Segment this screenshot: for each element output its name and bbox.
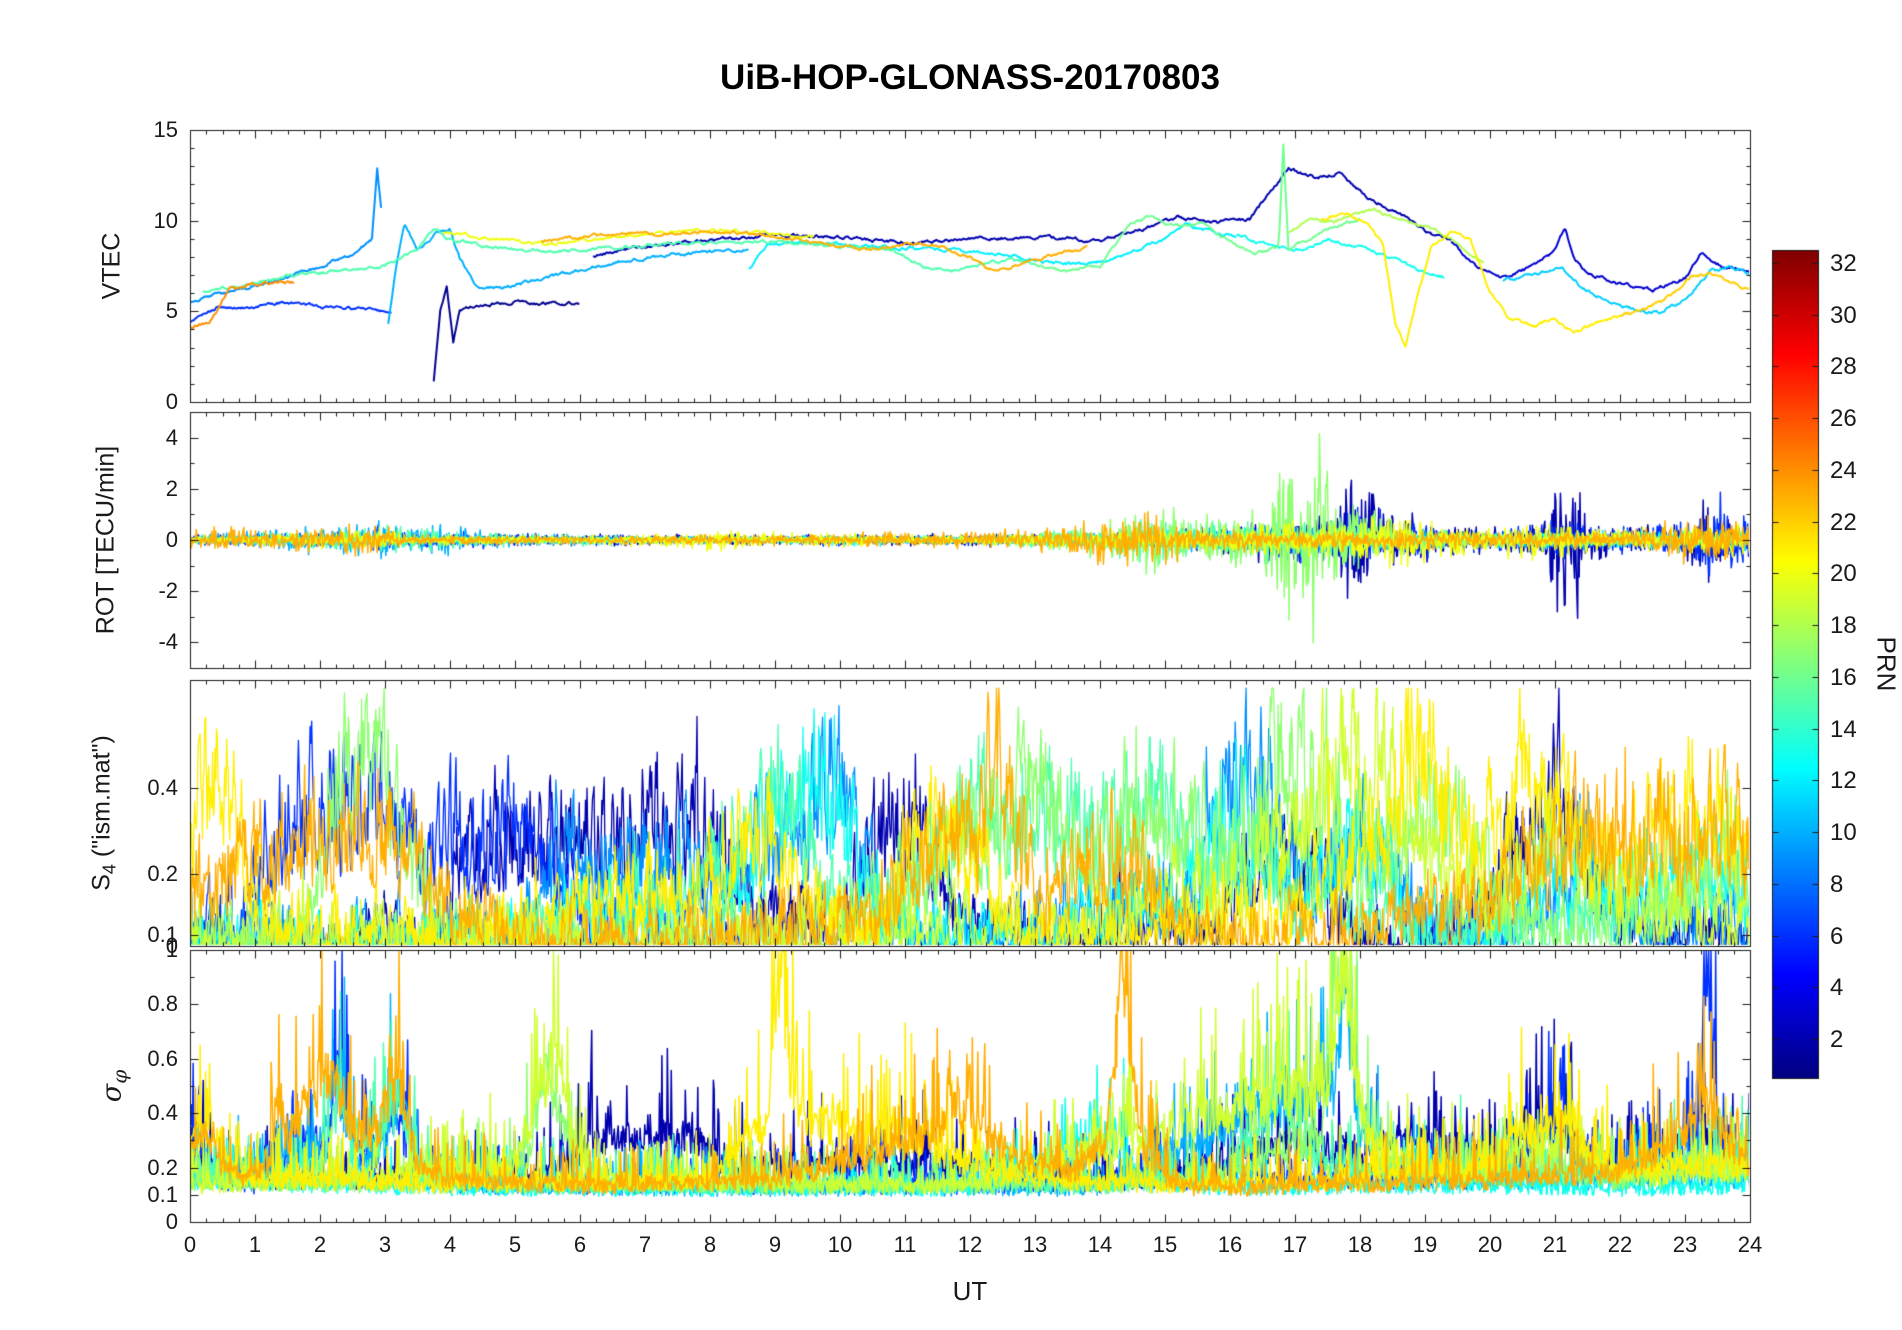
- colorbar-label: PRN: [1871, 636, 1902, 692]
- y-tick-label-vtec: 0: [165, 389, 178, 414]
- y-tick-label-s4: 0.2: [147, 860, 178, 886]
- colorbar-tick-label: 12: [1830, 767, 1857, 795]
- y-tick-label-sigma-phi: 0.8: [147, 991, 178, 1017]
- colorbar-tick-label: 26: [1830, 405, 1857, 433]
- x-tick-label: 5: [508, 1232, 522, 1257]
- y-tick-label-sigma-phi: 0.2: [147, 1154, 178, 1180]
- x-tick-label: 17: [1282, 1232, 1308, 1257]
- y-tick-label-s4: 0: [165, 933, 178, 958]
- x-tick-label: 22: [1607, 1232, 1633, 1257]
- x-tick-label: 12: [957, 1232, 983, 1257]
- colorbar-tick-label: 30: [1830, 301, 1857, 329]
- x-tick-label: 7: [638, 1232, 652, 1257]
- x-axis-label: UT: [952, 1276, 988, 1306]
- colorbar-tick-label: 6: [1830, 922, 1844, 950]
- x-tick-label: 4: [443, 1232, 457, 1257]
- x-tick-label: 2: [313, 1232, 327, 1257]
- x-tick-label: 9: [768, 1232, 782, 1257]
- x-tick-label: 18: [1347, 1232, 1373, 1257]
- x-tick-label: 8: [703, 1232, 717, 1257]
- y-tick-label-sigma-phi: 0.6: [147, 1045, 178, 1071]
- x-tick-label: 11: [893, 1232, 917, 1257]
- y-axis-label-vtec: VTEC: [97, 232, 126, 300]
- x-tick-label: 24: [1737, 1232, 1763, 1257]
- colorbar-tick-label: 18: [1830, 612, 1857, 640]
- y-tick-label-s4: 0.1: [147, 921, 178, 947]
- colorbar-tick-label: 4: [1830, 974, 1844, 1002]
- sigma-label-main: σ: [96, 1083, 128, 1103]
- x-tick-label: 16: [1217, 1232, 1243, 1257]
- x-tick-label: 10: [827, 1232, 853, 1257]
- y-axis-label-rot: ROT [TECU/min]: [91, 445, 120, 635]
- colorbar-tick-label: 20: [1830, 560, 1857, 588]
- colorbar-tick-label: 28: [1830, 353, 1857, 381]
- colorbar-tick-label: 14: [1830, 715, 1857, 743]
- x-tick-label: 21: [1542, 1232, 1568, 1257]
- s4-label-main: S: [87, 874, 116, 891]
- colorbar-tick-label: 2: [1830, 1026, 1844, 1054]
- y-tick-label-s4: 0.4: [147, 775, 178, 801]
- colorbar-tick-label: 10: [1830, 819, 1857, 847]
- s4-label-rest: ("ism.mat"): [87, 735, 116, 865]
- colorbar-tick-label: 8: [1830, 870, 1844, 898]
- y-tick-label-rot: -4: [158, 629, 178, 655]
- y-tick-label-sigma-phi: 0: [165, 1209, 178, 1234]
- y-tick-label-rot: -2: [158, 578, 178, 604]
- x-tick-label: 1: [248, 1232, 262, 1257]
- y-tick-label-vtec: 5: [165, 298, 178, 324]
- x-tick-label: 20: [1477, 1232, 1503, 1257]
- y-tick-label-vtec: 10: [153, 207, 178, 233]
- colorbar-tick-label: 24: [1830, 456, 1857, 484]
- y-axis-label-s4: S4 ("ism.mat"): [88, 735, 121, 891]
- colorbar-tick-label: 22: [1830, 508, 1857, 536]
- colorbar-tick-label: 16: [1830, 663, 1857, 691]
- s4-label-sub: 4: [99, 864, 120, 875]
- x-tick-label: 13: [1022, 1232, 1048, 1257]
- x-tick-label: 6: [573, 1232, 587, 1257]
- x-tick-label: 3: [378, 1232, 392, 1257]
- y-tick-label-rot: 2: [165, 475, 178, 501]
- y-tick-label-rot: 0: [165, 527, 178, 552]
- x-tick-label: 23: [1672, 1232, 1698, 1257]
- x-tick-label: 15: [1152, 1232, 1178, 1257]
- colorbar-tick-label: 32: [1830, 249, 1857, 277]
- x-tick-label: 14: [1087, 1232, 1113, 1257]
- y-axis-label-sigma-phi: σφ: [96, 1070, 131, 1102]
- x-tick-label: 0: [183, 1232, 197, 1257]
- sigma-label-sub: φ: [107, 1069, 132, 1084]
- y-tick-label-rot: 4: [165, 424, 178, 450]
- y-tick-label-sigma-phi: 0.1: [147, 1181, 178, 1207]
- x-tick-label: 19: [1412, 1232, 1438, 1257]
- y-tick-label-sigma-phi: 0.4: [147, 1100, 178, 1126]
- y-tick-label-sigma-phi: 1: [165, 937, 178, 962]
- y-tick-label-vtec: 15: [153, 117, 178, 142]
